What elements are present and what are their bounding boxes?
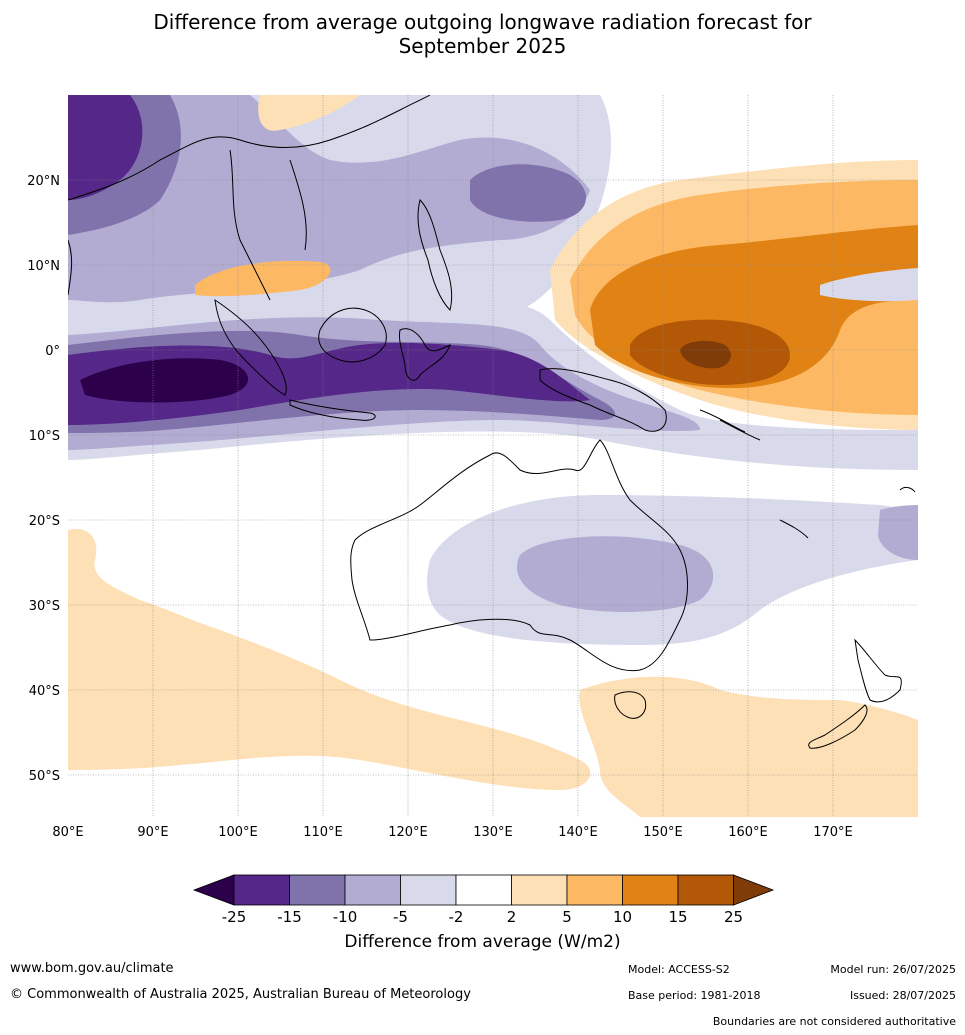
field-light-orange-nw [258, 95, 360, 131]
colorbar-tick-label: -5 [393, 908, 408, 926]
lon-tick-label: 100°E [218, 825, 258, 840]
coastline-sumatra [214, 298, 287, 396]
colorbar-bin [511, 874, 568, 906]
graticule [68, 95, 918, 817]
model-run-text: Model run: 26/07/2025 [830, 963, 956, 976]
colorbar-tick-label: 10 [613, 908, 632, 926]
lat-tick-label: 40°S [29, 684, 60, 699]
colorbar-bin [622, 874, 679, 906]
colorbar-bin [233, 874, 290, 906]
anomaly-fields [68, 95, 918, 817]
colorbar-tick-label: 15 [668, 908, 687, 926]
website-link[interactable]: www.bom.gov.au/climate [10, 961, 174, 976]
lon-tick-label: 150°E [643, 825, 683, 840]
field-mid-purple-east [878, 505, 918, 560]
title-line-1: Difference from average outgoing longwav… [153, 10, 812, 34]
lon-tick-label: 130°E [473, 825, 513, 840]
disclaimer-text: Boundaries are not considered authoritat… [712, 1015, 956, 1028]
coastline-solomons [699, 409, 761, 441]
coastline-australia [350, 439, 688, 672]
coastline-borneo [318, 307, 387, 363]
map-panel [68, 95, 918, 817]
map-title: Difference from average outgoing longwav… [0, 10, 965, 58]
model-text: Model: ACCESS-S2 [628, 963, 730, 976]
field-mid-purple-australia [516, 536, 714, 612]
colorbar-tick-label: 5 [562, 908, 572, 926]
colorbar-bin [344, 874, 401, 906]
coastlines [68, 95, 916, 749]
coastline-new-guinea [539, 368, 667, 432]
coastline-philippines [417, 199, 453, 311]
colorbar-tick-label: -2 [449, 908, 464, 926]
lon-tick-label: 140°E [558, 825, 598, 840]
colorbar-tick-label: -15 [277, 908, 302, 926]
colorbar-extend-low [192, 874, 235, 906]
colorbar-bin [455, 874, 512, 906]
lat-tick-label: 10°N [27, 259, 60, 274]
lon-tick-label: 120°E [388, 825, 428, 840]
lat-tick-label: 50°S [29, 769, 60, 784]
colorbar-labels: -25 -15 -10 -5 -2 2 5 10 15 25 [222, 908, 743, 926]
lat-tick-label: 20°S [29, 514, 60, 529]
colorbar-extend-high [733, 874, 775, 906]
lat-tick-label: 30°S [29, 599, 60, 614]
coastline-java [289, 399, 376, 421]
copyright-text: © Commonwealth of Australia 2025, Austra… [10, 987, 471, 1002]
colorbar-bin [400, 874, 457, 906]
lon-tick-label: 90°E [137, 825, 168, 840]
field-light-orange-south-west [68, 529, 591, 790]
field-light-purple-subtropics [820, 268, 918, 302]
lat-tick-label: 20°N [27, 174, 60, 189]
title-line-2: September 2025 [398, 34, 567, 58]
colorbar [192, 874, 775, 906]
base-period-text: Base period: 1981-2018 [628, 989, 761, 1002]
lon-tick-label: 110°E [303, 825, 343, 840]
field-light-orange-south-east [579, 676, 918, 817]
colorbar-tick-label: -10 [333, 908, 358, 926]
lat-tick-label: 10°S [29, 429, 60, 444]
longitude-axis: 80°E 90°E 100°E 110°E 120°E 130°E 140°E … [52, 825, 852, 840]
field-small-orange-indochina [195, 260, 331, 297]
lat-tick-label: 0° [45, 344, 60, 359]
latitude-axis: 20°N 10°N 0° 10°S 20°S 30°S 40°S 50°S [27, 174, 60, 784]
field-darkest-brown-pacific [680, 340, 731, 369]
lon-tick-label: 170°E [813, 825, 853, 840]
field-mid-purple-north [68, 95, 590, 303]
field-deep-purple-nw [68, 95, 143, 200]
colorbar-bin [289, 874, 346, 906]
colorbar-tick-label: -25 [222, 908, 247, 926]
coastline-asia-mainland [68, 95, 431, 301]
colorbar-tick-label: 25 [724, 908, 743, 926]
coastline-new-zealand-north [854, 638, 902, 703]
coastline-tasmania [614, 691, 647, 719]
issued-text: Issued: 28/07/2025 [849, 989, 956, 1002]
colorbar-tick-label: 2 [507, 908, 517, 926]
field-darkest-purple-equator [80, 358, 249, 403]
coastline-fiji [899, 486, 916, 493]
coastline-india [68, 239, 73, 296]
field-dark-purple-phil [470, 164, 587, 222]
lon-tick-label: 80°E [52, 825, 83, 840]
colorbar-title: Difference from average (W/m2) [344, 932, 621, 952]
colorbar-bin [677, 874, 734, 906]
lon-tick-label: 160°E [728, 825, 768, 840]
coastline-new-zealand-south [808, 704, 868, 749]
coastline-sulawesi [399, 328, 451, 381]
colorbar-bin [566, 874, 623, 906]
coastline-new-caledonia [779, 519, 809, 539]
